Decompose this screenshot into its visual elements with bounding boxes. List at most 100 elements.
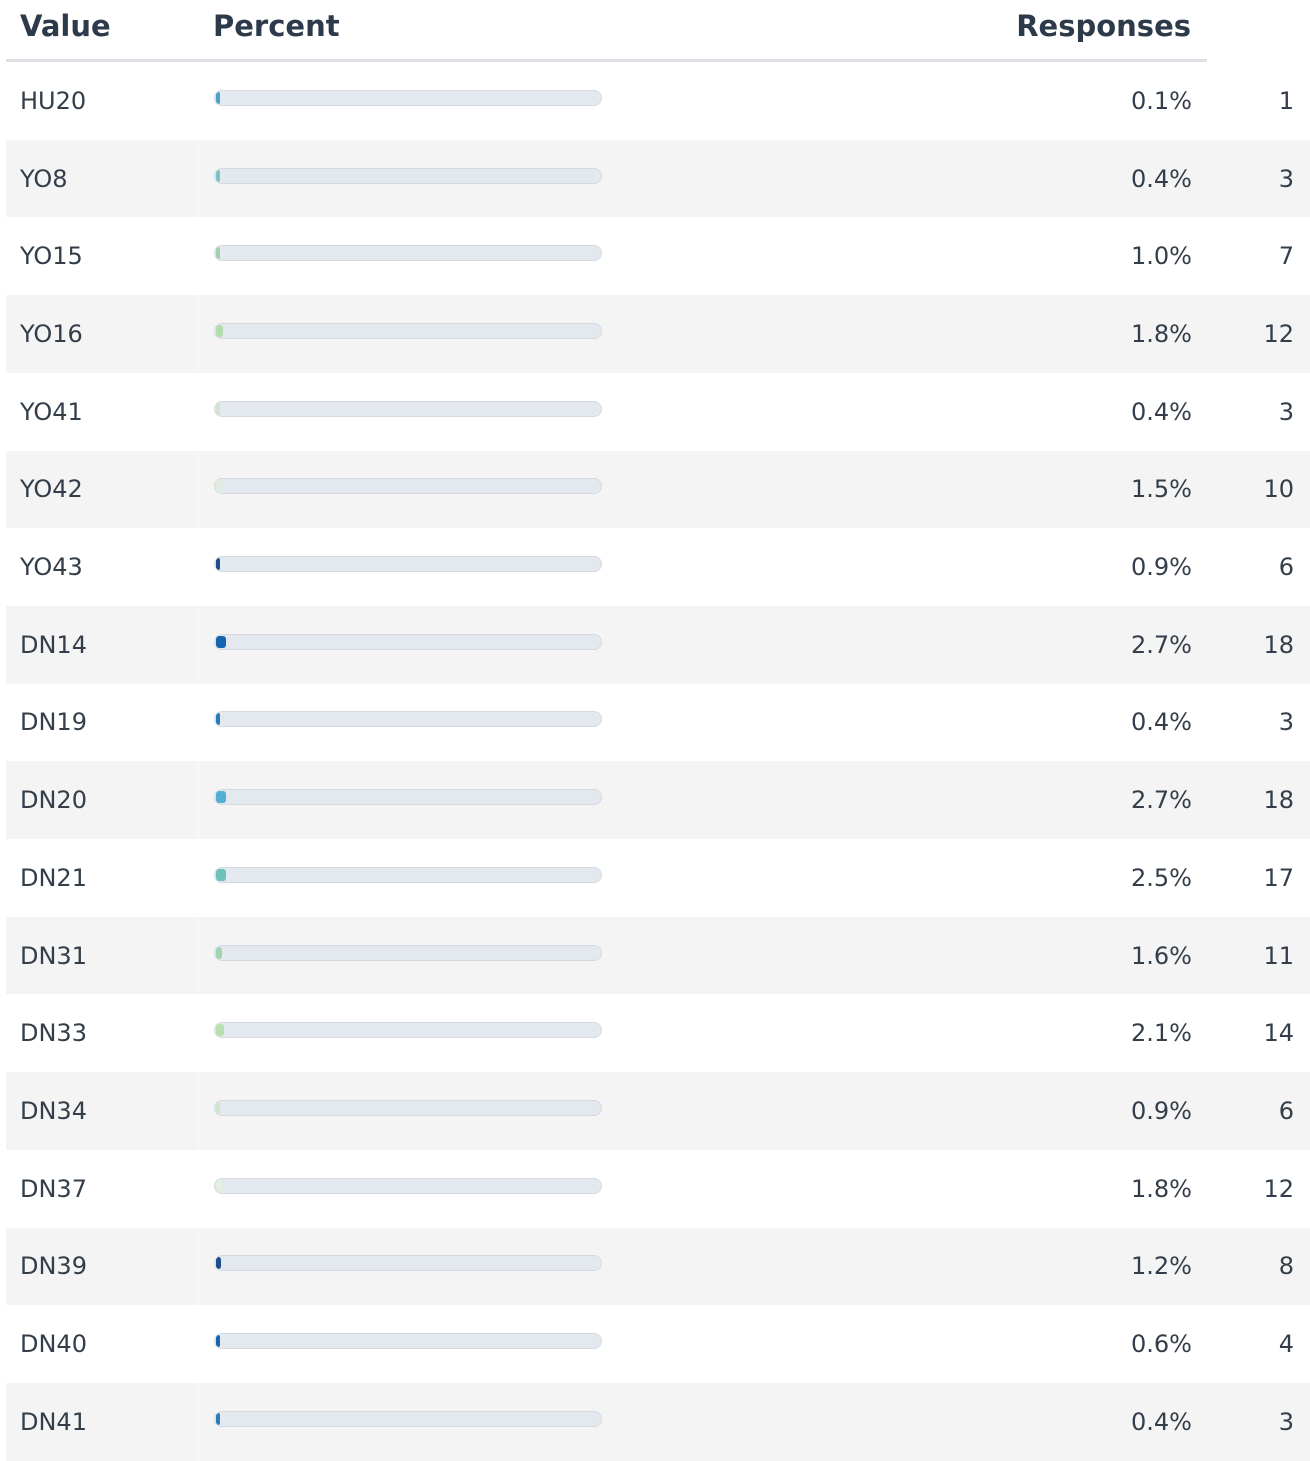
table-row: DN33 2.1% 14: [6, 994, 1310, 1073]
column-header: Value: [20, 9, 111, 43]
table-row: YO41 0.4% 3: [6, 372, 1310, 451]
value-cell: YO43: [20, 553, 83, 582]
responses-cell: 3: [1278, 397, 1294, 426]
value-cell: YO41: [20, 397, 83, 426]
percent-track: [214, 866, 602, 883]
table-row: DN34 0.9% 6: [6, 1072, 1310, 1150]
value-cell: DN31: [20, 941, 87, 970]
percent-cell: 0.4%: [1131, 397, 1192, 426]
value-cell: DN40: [20, 1330, 87, 1359]
percent-track: [214, 245, 602, 262]
responses-cell: 6: [1278, 1096, 1294, 1125]
cell-divider: [198, 295, 199, 373]
percent-track: [214, 1022, 602, 1039]
value-cell: YO8: [20, 164, 68, 193]
value-cell: YO42: [20, 475, 83, 504]
percent-cell: 0.9%: [1131, 1096, 1192, 1125]
percent-bar: [216, 402, 220, 415]
percent-track: [214, 789, 602, 806]
value-cell: DN14: [20, 630, 87, 659]
percent-bar: [216, 1257, 221, 1270]
cell-divider: [198, 450, 199, 529]
responses-cell: 7: [1278, 242, 1294, 271]
percent-bar: [216, 1024, 225, 1037]
table-row: YO43 0.9% 6: [6, 528, 1310, 606]
table-row: YO16 1.8% 12: [6, 295, 1310, 373]
table-row: DN21 2.5% 17: [6, 839, 1310, 917]
percent-track: [214, 1410, 602, 1427]
column-header: Responses: [1016, 9, 1191, 43]
percent-cell: 1.0%: [1131, 242, 1192, 271]
responses-cell: 3: [1278, 164, 1294, 193]
responses-cell: 6: [1278, 553, 1294, 582]
value-cell: DN21: [20, 863, 87, 892]
percent-track: [214, 400, 602, 417]
percent-track: [214, 556, 602, 573]
percent-cell: 1.2%: [1131, 1252, 1192, 1281]
responses-cell: 12: [1263, 319, 1294, 348]
value-cell: DN41: [20, 1407, 87, 1436]
percent-cell: 2.7%: [1131, 630, 1192, 659]
value-cell: YO16: [20, 319, 83, 348]
percent-bar: [216, 247, 220, 260]
value-cell: DN37: [20, 1174, 87, 1203]
table-row: DN19 0.4% 3: [6, 683, 1310, 762]
responses-cell: 18: [1263, 786, 1294, 815]
table-row: DN41 0.4% 3: [6, 1382, 1310, 1461]
percent-bar: [216, 713, 220, 726]
table-row: DN37 1.8% 12: [6, 1149, 1310, 1228]
percent-bar: [216, 868, 226, 881]
header-rule: [6, 59, 1207, 62]
percent-track: [214, 1177, 602, 1194]
percent-bar: [216, 169, 220, 182]
percent-bar: [216, 1335, 220, 1348]
responses-cell: 11: [1263, 941, 1294, 970]
cell-divider: [198, 761, 199, 839]
percent-cell: 0.4%: [1131, 1407, 1192, 1436]
responses-cell: 18: [1263, 630, 1294, 659]
percent-cell: 2.7%: [1131, 786, 1192, 815]
percent-track: [214, 1333, 602, 1350]
value-cell: YO15: [20, 242, 83, 271]
percent-track: [214, 167, 602, 184]
value-cell: DN39: [20, 1252, 87, 1281]
column-header: Percent: [213, 9, 340, 43]
responses-cell: 14: [1263, 1019, 1294, 1048]
value-cell: HU20: [20, 86, 87, 115]
table-row: YO15 1.0% 7: [6, 217, 1310, 296]
percent-bar: [216, 91, 220, 104]
percent-bar: [216, 1101, 220, 1114]
percent-cell: 2.5%: [1131, 863, 1192, 892]
percent-bar: [216, 558, 220, 571]
percent-cell: 0.4%: [1131, 164, 1192, 193]
percent-cell: 1.5%: [1131, 475, 1192, 504]
percent-bar: [216, 324, 223, 337]
table-row: YO42 1.5% 10: [6, 450, 1310, 529]
cell-divider: [198, 1072, 199, 1150]
percent-bar: [216, 635, 227, 648]
responses-cell: 10: [1263, 475, 1294, 504]
percent-cell: 0.9%: [1131, 553, 1192, 582]
value-cell: DN19: [20, 708, 87, 737]
responses-cell: 12: [1263, 1174, 1294, 1203]
responses-cell: 3: [1278, 708, 1294, 737]
value-cell: DN33: [20, 1019, 87, 1048]
responses-cell: 17: [1263, 863, 1294, 892]
percent-track: [214, 1255, 602, 1272]
responses-cell: 3: [1278, 1407, 1294, 1436]
percent-bar: [216, 1412, 220, 1425]
percent-cell: 2.1%: [1131, 1019, 1192, 1048]
table-row: HU20 0.1% 1: [6, 62, 1310, 140]
percent-track: [214, 89, 602, 106]
cell-divider: [198, 916, 199, 995]
table-row: DN20 2.7% 18: [6, 761, 1310, 839]
responses-cell: 1: [1278, 86, 1294, 115]
table-row: DN14 2.7% 18: [6, 605, 1310, 684]
table-row: DN39 1.2% 8: [6, 1227, 1310, 1306]
percent-bar: [216, 946, 223, 959]
percent-track: [214, 322, 602, 339]
table-row: DN40 0.6% 4: [6, 1305, 1310, 1383]
percent-cell: 0.6%: [1131, 1330, 1192, 1359]
responses-cell: 8: [1278, 1252, 1294, 1281]
